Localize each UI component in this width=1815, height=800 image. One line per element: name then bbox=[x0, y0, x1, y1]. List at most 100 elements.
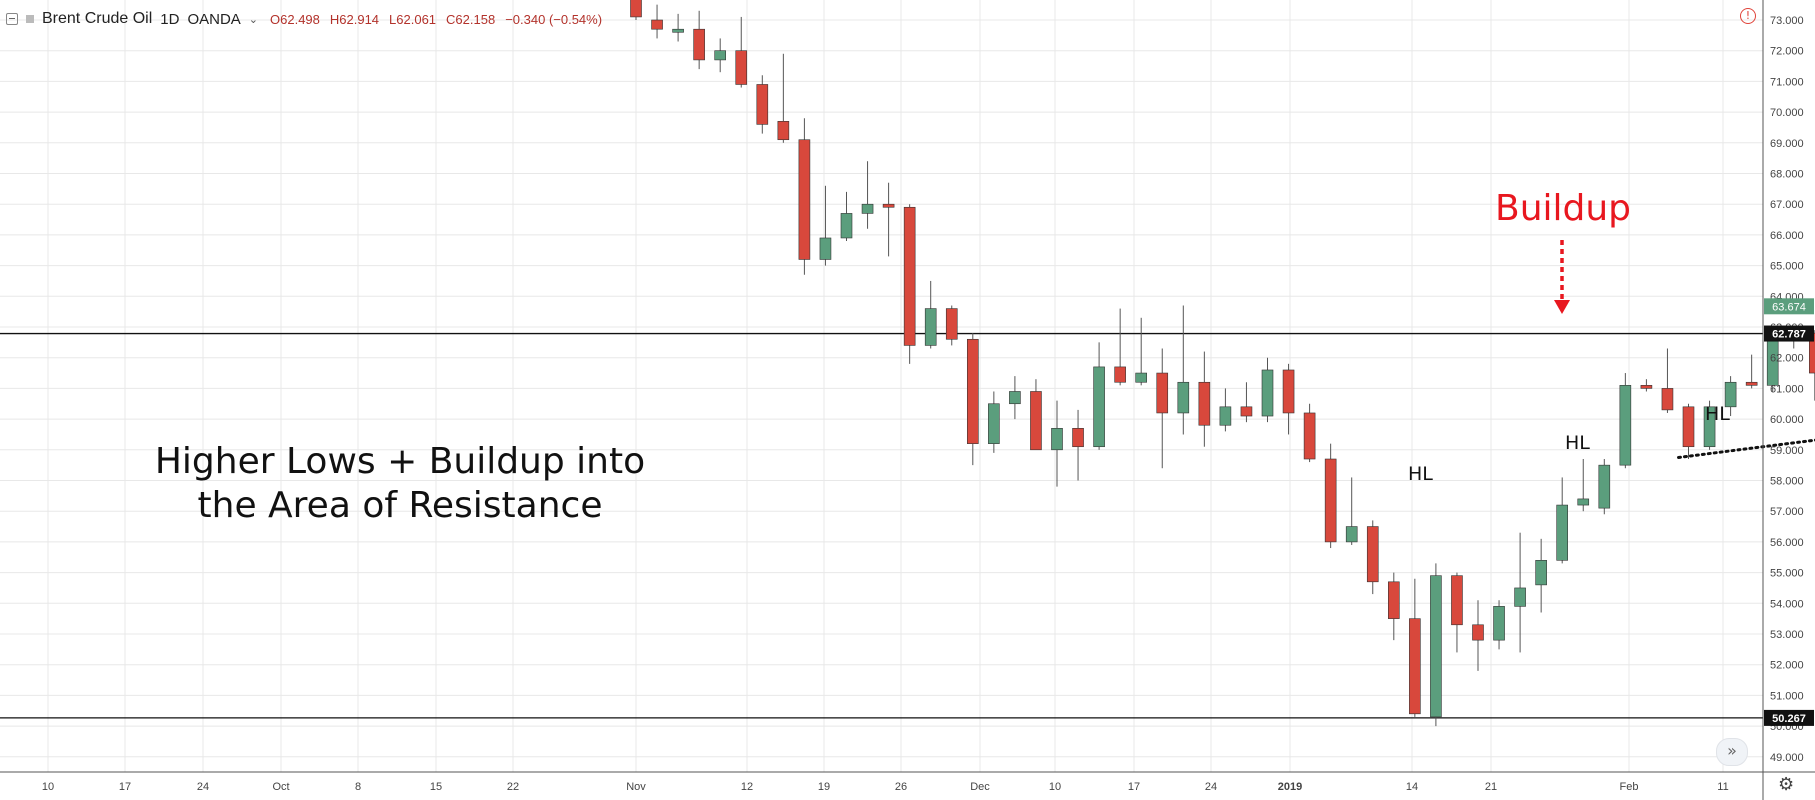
gear-icon[interactable]: ⚙ bbox=[1778, 774, 1795, 795]
main-annotation-line-2: the Area of Resistance bbox=[197, 485, 603, 526]
y-tick-label: 67.000 bbox=[1770, 199, 1804, 211]
buildup-label: Buildup bbox=[1495, 188, 1632, 229]
y-tick-label: 51.000 bbox=[1770, 690, 1804, 702]
candle bbox=[1093, 342, 1105, 450]
x-tick-label: 19 bbox=[818, 781, 830, 793]
x-tick-label: 24 bbox=[1205, 781, 1217, 793]
open-value: O62.498 bbox=[270, 11, 320, 27]
y-tick-label: 59.000 bbox=[1770, 445, 1804, 457]
candle-body-up bbox=[1703, 406, 1716, 448]
candle bbox=[1156, 348, 1169, 469]
y-tick-label: 49.000 bbox=[1770, 752, 1804, 764]
change-value: −0.340 (−0.54%) bbox=[505, 11, 603, 27]
x-tick-label: 14 bbox=[1406, 781, 1418, 793]
x-tick-label: 17 bbox=[119, 781, 131, 793]
data-source[interactable]: OANDA bbox=[187, 10, 241, 28]
symbol-name[interactable]: Brent Crude Oil bbox=[42, 10, 153, 27]
candle bbox=[1261, 357, 1274, 423]
x-tick-label: 12 bbox=[741, 781, 753, 793]
level-price-label: 50.267 bbox=[1772, 713, 1806, 725]
candle-body-down bbox=[630, 0, 642, 18]
y-tick-label: 58.000 bbox=[1770, 476, 1804, 488]
collapse-legend-button[interactable] bbox=[6, 13, 18, 25]
candle-body-down bbox=[1240, 406, 1253, 417]
candle bbox=[1009, 376, 1021, 420]
candle-body-down bbox=[1303, 412, 1316, 460]
close-value: C62.158 bbox=[446, 11, 496, 27]
timeframe[interactable]: 1D bbox=[160, 10, 180, 28]
candle-body-up bbox=[1135, 372, 1147, 383]
candle-body-up bbox=[1535, 560, 1547, 586]
last-price-tag bbox=[1764, 298, 1814, 315]
candle bbox=[1030, 379, 1042, 451]
candle bbox=[861, 161, 874, 229]
candle-body-up bbox=[1514, 587, 1526, 607]
candle-body-up bbox=[1493, 606, 1505, 641]
candle bbox=[924, 280, 937, 349]
candle-body-down bbox=[1682, 406, 1695, 448]
x-tick-label: 26 bbox=[895, 781, 907, 793]
candle bbox=[777, 53, 790, 143]
candle bbox=[693, 10, 705, 70]
candle bbox=[945, 305, 958, 346]
candle bbox=[1051, 400, 1063, 487]
candle bbox=[1135, 317, 1147, 386]
candle-body-down bbox=[1661, 388, 1674, 411]
candle bbox=[988, 391, 1000, 453]
candle bbox=[903, 204, 916, 364]
candle bbox=[1219, 388, 1232, 432]
candle bbox=[1345, 477, 1358, 545]
exclamation-circle-icon[interactable]: ! bbox=[1740, 8, 1756, 24]
candle-body-down bbox=[1072, 428, 1084, 448]
candle-body-up bbox=[1430, 575, 1442, 718]
y-tick-label: 57.000 bbox=[1770, 506, 1804, 518]
candle-body-down bbox=[1388, 581, 1400, 619]
candle bbox=[1577, 459, 1590, 512]
candle-body-down bbox=[1366, 526, 1379, 583]
high-value: H62.914 bbox=[329, 11, 380, 27]
candle bbox=[1661, 348, 1674, 413]
candle bbox=[1514, 532, 1526, 653]
candle bbox=[882, 182, 895, 257]
candle-body-up bbox=[1177, 381, 1190, 414]
x-tick-label: Oct bbox=[272, 781, 289, 793]
double-chevron-right-icon[interactable]: » bbox=[1716, 738, 1748, 766]
candle bbox=[1598, 459, 1611, 515]
candle bbox=[1114, 308, 1126, 386]
candle bbox=[1745, 354, 1758, 389]
candle bbox=[735, 16, 748, 88]
low-value: L62.061 bbox=[389, 11, 437, 27]
level-price-label: 62.787 bbox=[1772, 329, 1806, 341]
candle-body-down bbox=[777, 121, 790, 141]
candle-body-up bbox=[1724, 381, 1737, 408]
level-price-tag bbox=[1764, 325, 1814, 342]
candle bbox=[1409, 578, 1421, 717]
candle-body-up bbox=[1577, 498, 1590, 506]
x-tick-label: 21 bbox=[1485, 781, 1497, 793]
main-annotation-line-1: Higher Lows + Buildup into bbox=[154, 441, 646, 482]
candle-body-down bbox=[1156, 372, 1169, 414]
chart-legend-header: Brent Crude Oil 1D OANDA ⌄ O62.498 H62.9… bbox=[6, 8, 612, 30]
candle-body-up bbox=[1619, 385, 1632, 466]
candle bbox=[1640, 379, 1653, 392]
x-tick-label: Nov bbox=[626, 781, 646, 793]
candle bbox=[1072, 409, 1084, 481]
candle bbox=[966, 333, 979, 466]
level-price-tag bbox=[1764, 709, 1814, 726]
y-tick-label: 62.000 bbox=[1770, 353, 1804, 365]
x-tick-label: 24 bbox=[197, 781, 209, 793]
y-tick-label: 69.000 bbox=[1770, 138, 1804, 150]
y-tick-label: 65.000 bbox=[1770, 261, 1804, 273]
candle-body-down bbox=[1030, 391, 1042, 451]
candle bbox=[1430, 563, 1442, 727]
candle-body-up bbox=[819, 237, 832, 260]
candle bbox=[1324, 443, 1337, 549]
y-tick-label: 71.000 bbox=[1770, 76, 1804, 88]
candle bbox=[1535, 538, 1547, 613]
candle-body-down bbox=[1198, 381, 1211, 426]
candle-body-up bbox=[1598, 464, 1611, 509]
candle bbox=[1282, 363, 1295, 435]
chevron-down-icon[interactable]: ⌄ bbox=[248, 13, 259, 26]
candle-body-down bbox=[693, 28, 705, 61]
